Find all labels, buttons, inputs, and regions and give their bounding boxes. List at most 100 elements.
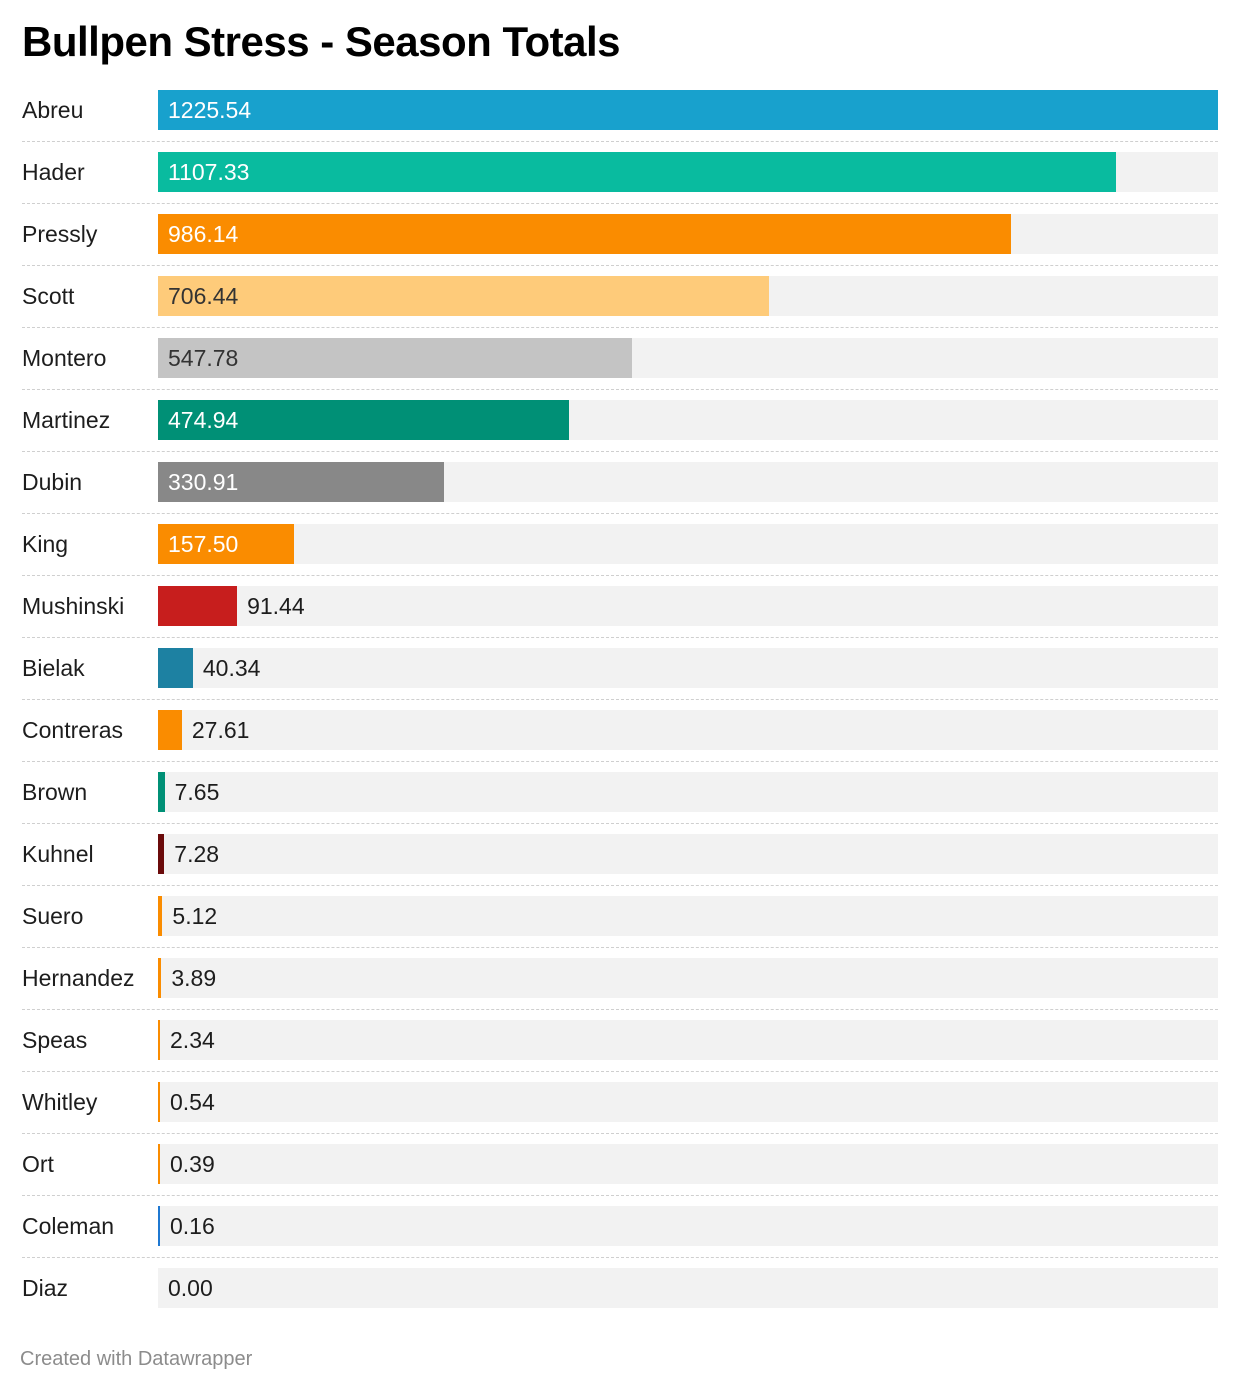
bar-track (158, 710, 1218, 750)
category-label: Hernandez (22, 965, 135, 991)
category-label: Mushinski (22, 593, 125, 619)
row-divider (22, 451, 1218, 452)
bar-track (158, 1268, 1218, 1308)
row-divider (22, 885, 1218, 886)
value-label: 0.16 (170, 1213, 215, 1239)
value-label: 7.28 (174, 841, 220, 867)
value-label: 3.89 (171, 965, 217, 991)
value-label: 1225.54 (168, 97, 252, 123)
row-divider (22, 513, 1218, 514)
bar[interactable] (158, 524, 295, 564)
value-label: 706.44 (168, 283, 239, 309)
category-label: Whitley (22, 1089, 98, 1115)
bar[interactable] (158, 710, 182, 750)
value-label: 0.54 (170, 1089, 215, 1115)
category-label: Dubin (22, 469, 83, 495)
value-label: 0.00 (168, 1275, 213, 1301)
bar[interactable] (158, 462, 445, 502)
category-label: Brown (22, 779, 88, 805)
bar[interactable] (158, 896, 163, 936)
category-label: Kuhnel (22, 841, 94, 867)
category-label: Suero (22, 903, 84, 929)
value-label: 7.65 (174, 779, 220, 805)
row-divider (22, 823, 1218, 824)
bar[interactable] (158, 1020, 161, 1060)
bar-track (158, 462, 1218, 502)
row-divider (22, 575, 1218, 576)
value-label: 474.94 (168, 407, 239, 433)
category-label: King (22, 531, 69, 557)
bar-track (158, 586, 1218, 626)
bar[interactable] (158, 1144, 160, 1184)
bar-track (158, 648, 1218, 688)
bar[interactable] (158, 152, 1116, 192)
bar-track (158, 1082, 1218, 1122)
bar[interactable] (158, 648, 193, 688)
row-divider (22, 203, 1218, 204)
row-divider (22, 141, 1218, 142)
bar-track (158, 896, 1218, 936)
row-divider (22, 389, 1218, 390)
bar-track (158, 834, 1218, 874)
value-label: 986.14 (168, 221, 239, 247)
bar[interactable] (158, 958, 162, 998)
bar-track (158, 958, 1218, 998)
value-label: 547.78 (168, 345, 239, 371)
category-label: Diaz (22, 1275, 69, 1301)
bar[interactable] (158, 586, 238, 626)
row-divider (22, 637, 1218, 638)
category-label: Hader (22, 159, 85, 185)
bar-track (158, 90, 1218, 130)
bar-track (158, 276, 1218, 316)
bar[interactable] (158, 1082, 160, 1122)
value-label: 5.12 (172, 903, 218, 929)
row-divider (22, 1009, 1218, 1010)
row-divider (22, 1195, 1218, 1196)
chart-title: Bullpen Stress - Season Totals (22, 18, 621, 65)
value-label: 2.34 (170, 1027, 215, 1053)
category-label: Pressly (22, 221, 98, 247)
bar-track (158, 1020, 1218, 1060)
row-divider (22, 699, 1218, 700)
category-label: Montero (22, 345, 107, 371)
value-label: 330.91 (168, 469, 239, 495)
row-divider (22, 947, 1218, 948)
value-label: 0.39 (170, 1151, 215, 1177)
bar-track (158, 152, 1218, 192)
value-label: 27.61 (191, 717, 250, 743)
row-divider (22, 1257, 1218, 1258)
value-label: 40.34 (202, 655, 261, 681)
bar-track (158, 1206, 1218, 1246)
bar[interactable] (158, 276, 770, 316)
bar-track (158, 772, 1218, 812)
category-label: Abreu (22, 97, 84, 123)
bar[interactable] (158, 834, 165, 874)
category-label: Martinez (22, 407, 111, 433)
footer-credit[interactable]: Created with Datawrapper (20, 1348, 253, 1370)
bar[interactable] (158, 772, 165, 812)
category-label: Bielak (22, 655, 85, 681)
category-label: Contreras (22, 717, 123, 743)
row-divider (22, 265, 1218, 266)
bar[interactable] (158, 90, 1218, 130)
bar[interactable] (158, 214, 1011, 254)
category-label: Speas (22, 1027, 88, 1053)
category-label: Ort (22, 1151, 54, 1177)
row-divider (22, 761, 1218, 762)
bar-track (158, 338, 1218, 378)
bar-track (158, 524, 1218, 564)
bar-track (158, 214, 1218, 254)
bar-track (158, 1144, 1218, 1184)
value-label: 157.50 (168, 531, 239, 557)
bar[interactable] (158, 338, 632, 378)
row-divider (22, 1071, 1218, 1072)
value-label: 91.44 (247, 593, 305, 619)
bar[interactable] (158, 1206, 160, 1246)
bar-track (158, 400, 1218, 440)
bar[interactable] (158, 400, 569, 440)
value-label: 1107.33 (168, 159, 250, 185)
row-divider (22, 1133, 1218, 1134)
category-label: Scott (22, 283, 75, 309)
row-divider (22, 327, 1218, 328)
